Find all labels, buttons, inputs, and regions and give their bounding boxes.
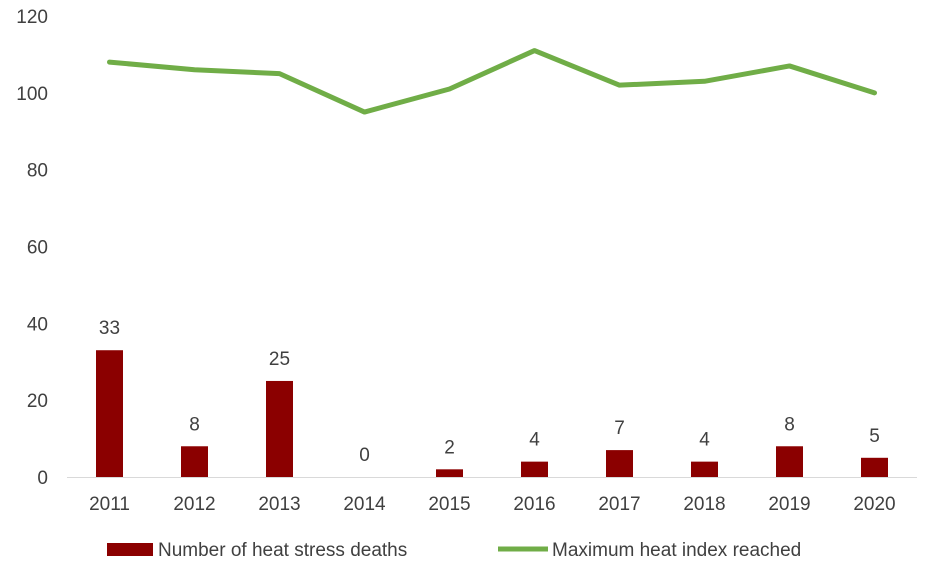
bar-data-label: 0 (359, 445, 370, 466)
y-axis: 0 20 40 60 80 100 120 (16, 7, 48, 489)
x-tick-label: 2011 (89, 494, 130, 515)
bar-data-label: 7 (614, 418, 625, 439)
x-axis: 2011 2012 2013 2014 2015 2016 2017 2018 2019 2020 (67, 477, 917, 515)
x-tick-label: 2017 (598, 494, 640, 515)
bar-data-label: 25 (269, 349, 290, 370)
bar-data-labels: 33 8 25 0 2 4 7 4 8 5 (99, 318, 880, 466)
bar (861, 457, 888, 477)
bar-series (96, 350, 888, 477)
bar-data-label: 4 (699, 430, 710, 451)
y-tick-label: 120 (16, 7, 48, 28)
y-tick-label: 60 (27, 238, 48, 259)
y-tick-label: 40 (27, 314, 48, 335)
legend-label-bar: Number of heat stress deaths (158, 540, 407, 561)
heat-index-line (107, 48, 877, 115)
bar-data-label: 8 (784, 414, 795, 435)
bar (96, 350, 123, 477)
x-tick-label: 2019 (768, 494, 810, 515)
bar-data-label: 2 (444, 437, 455, 458)
x-tick-label: 2020 (853, 494, 895, 515)
bar (776, 446, 803, 477)
bar (691, 461, 718, 477)
bar-data-label: 8 (189, 414, 200, 435)
y-tick-label: 20 (27, 391, 48, 412)
x-tick-label: 2015 (428, 494, 470, 515)
legend-label-line: Maximum heat index reached (552, 540, 801, 561)
bar (606, 450, 633, 477)
bar-data-label: 4 (529, 430, 540, 451)
y-tick-label: 100 (16, 84, 48, 105)
bar (521, 461, 548, 477)
line-series (107, 48, 877, 115)
x-tick-label: 2013 (258, 494, 300, 515)
legend: Number of heat stress deaths Maximum hea… (107, 540, 801, 561)
x-tick-label: 2018 (683, 494, 725, 515)
bar-data-label: 33 (99, 318, 120, 339)
y-tick-label: 0 (37, 468, 48, 489)
bar (181, 446, 208, 477)
bar (436, 469, 463, 477)
x-tick-label: 2014 (343, 494, 386, 515)
y-tick-label: 80 (27, 161, 48, 182)
bar (266, 380, 293, 477)
x-tick-label: 2012 (173, 494, 215, 515)
x-tick-label: 2016 (513, 494, 555, 515)
bar-data-label: 5 (869, 426, 880, 447)
legend-swatch-bar (107, 543, 153, 556)
